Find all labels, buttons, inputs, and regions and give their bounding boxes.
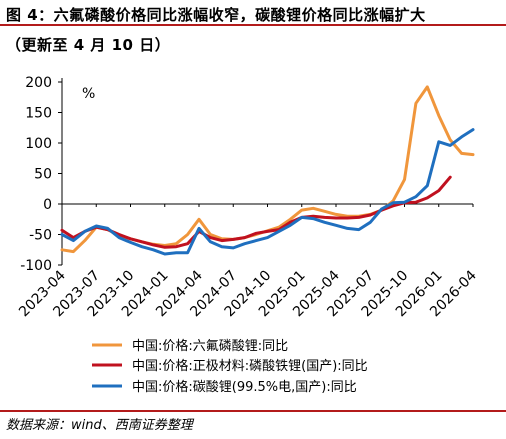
footer-rule	[0, 410, 506, 412]
legend-label-2: 中国:价格:正极材料:磷酸铁锂(国产):同比	[132, 358, 368, 374]
y-tick-label: -100	[20, 258, 52, 274]
series-line-1	[60, 85, 475, 254]
y-tick-label: 200	[25, 75, 52, 91]
y-tick-label: 0	[43, 197, 52, 213]
line-chart: -100-50050100150200%2023-042023-072023-1…	[16, 75, 480, 395]
title-rule	[0, 24, 506, 26]
y-tick-label: 50	[34, 167, 52, 183]
y-tick-label: 150	[25, 106, 52, 122]
legend-label-1: 中国:价格:六氟磷酸锂:同比	[132, 338, 288, 354]
y-tick-label: -50	[29, 228, 52, 244]
unit-label: %	[82, 86, 95, 102]
chart-title-line2: （更新至 4 月 10 日）	[6, 36, 171, 54]
y-tick-label: 100	[25, 136, 52, 152]
chart-title-line1: 图 4：六氟磷酸价格同比涨幅收窄，碳酸锂价格同比涨幅扩大	[6, 6, 426, 24]
series-line-2	[60, 175, 452, 249]
legend-label-3: 中国:价格:碳酸锂(99.5%电,国产):同比	[132, 379, 357, 395]
source-note: 数据来源：wind、西南证券整理	[6, 418, 193, 433]
series-line-3	[60, 128, 475, 256]
